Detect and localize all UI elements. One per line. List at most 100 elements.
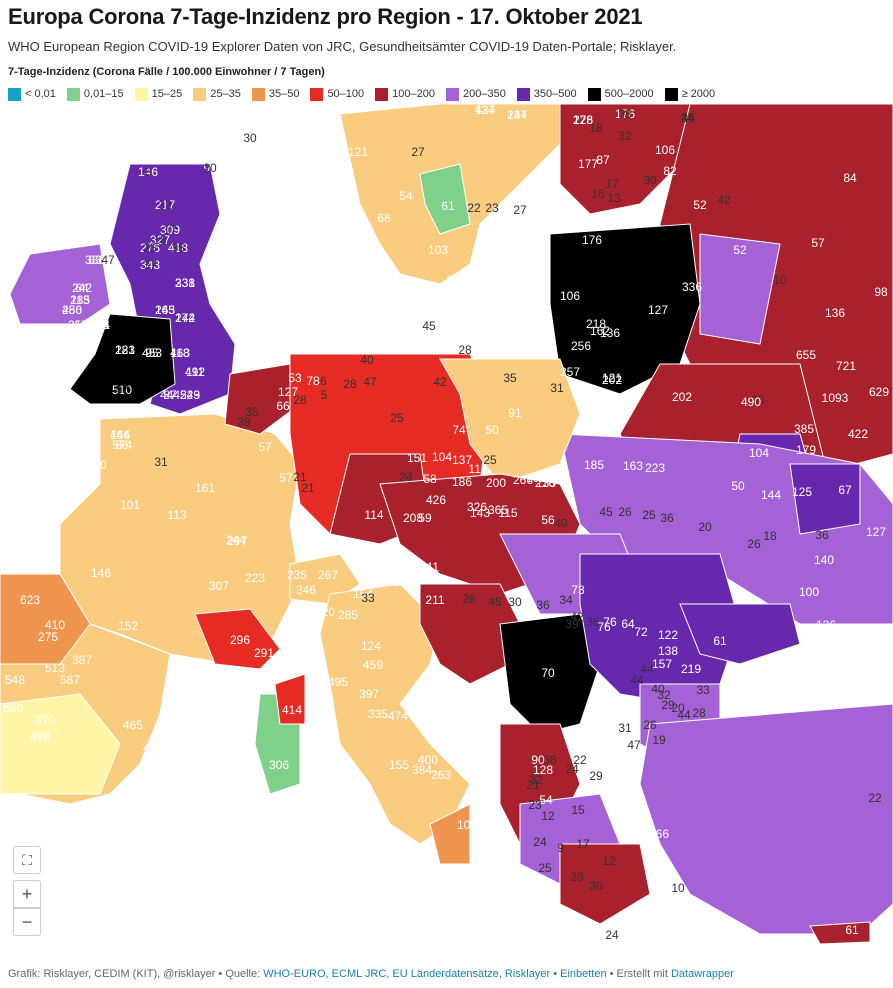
region-value-label: 70 — [541, 666, 555, 680]
region-value-label: 235 — [287, 568, 307, 582]
region-value-label: 127 — [278, 385, 298, 399]
region-value-label: 23 — [528, 798, 542, 812]
region-value-label: 27 — [513, 203, 527, 217]
map-region[interactable] — [559, 843, 651, 925]
region-value-label: 57 — [811, 236, 825, 250]
legend-swatch — [8, 87, 21, 101]
region-value-label: 466 — [110, 428, 130, 442]
zoom-in-button[interactable]: + — [13, 880, 41, 908]
map-region[interactable] — [559, 104, 701, 215]
region-value-label: 20 — [698, 520, 712, 534]
region-value-label: 59 — [493, 213, 507, 227]
map-region[interactable] — [0, 573, 91, 665]
map-region[interactable] — [499, 613, 601, 735]
region-value-label: 218 — [586, 317, 606, 331]
region-value-label: 50 — [731, 479, 745, 493]
map-region[interactable] — [809, 921, 871, 945]
region-value-label: 32 — [158, 198, 172, 212]
region-value-label: 9 — [558, 841, 565, 855]
region-value-label: 459 — [363, 658, 383, 672]
region-value-label: 346 — [296, 583, 316, 597]
region-value-label: 420 — [315, 605, 335, 619]
region-value-label: 655 — [796, 348, 816, 362]
map-region[interactable] — [699, 233, 781, 345]
footer: Grafik: Risklayer, CEDIM (KIT), @risklay… — [8, 968, 734, 980]
region-value-label: 223 — [645, 461, 665, 475]
map-region[interactable] — [9, 243, 111, 325]
region-value-label: 166 — [649, 827, 669, 841]
legend-swatch — [664, 87, 678, 101]
region-value-label: 121 — [602, 371, 622, 385]
region-value-label: 47 — [627, 738, 641, 752]
region-value-label: 16 — [313, 374, 327, 388]
map-region[interactable] — [274, 673, 306, 725]
region-value-label: 285 — [338, 608, 358, 622]
region-value-label: 10 — [773, 273, 787, 287]
region-value-label: 68 — [377, 211, 391, 225]
region-value-label: 33 — [696, 683, 710, 697]
region-value-label: 113 — [335, 198, 354, 212]
legend-item: < 0,01 — [8, 87, 56, 101]
region-value-label: 82 — [663, 164, 677, 178]
embed-link[interactable]: Einbetten — [560, 968, 607, 980]
legend: < 0,01 0,01–15 15–25 25–35 35–50 50–100 100–20… — [8, 86, 726, 102]
region-value-label: 387 — [72, 653, 92, 667]
map-region[interactable] — [789, 463, 861, 535]
region-value-label: 176 — [446, 288, 466, 302]
region-value-label: 36 — [536, 598, 550, 612]
region-value-label: 56 — [541, 513, 555, 527]
zoom-out-button[interactable]: − — [13, 908, 41, 936]
map-area[interactable]: 86 95 146 217 309 327 276 418 343 303 334 242 285 480… — [0, 104, 893, 960]
region-value-label: 157 — [652, 657, 672, 671]
datawrapper-link[interactable]: Datawrapper — [670, 968, 734, 980]
map-region[interactable] — [419, 163, 471, 235]
region-value-label: 142 — [389, 845, 409, 859]
region-value-label: 154 — [353, 587, 373, 601]
region-value-label: 437 — [475, 104, 495, 117]
map-region[interactable] — [439, 358, 581, 485]
fullscreen-button[interactable]: ⛶ — [13, 846, 41, 874]
region-value-label: 124 — [475, 104, 495, 117]
region-value-label: 103 — [428, 243, 448, 257]
region-value-label: 334 — [85, 253, 105, 267]
map-region[interactable] — [0, 693, 121, 795]
region-value-label: 23 — [570, 870, 584, 884]
region-value-label: 532 — [370, 268, 390, 282]
region-value-label: 326 — [467, 500, 487, 514]
legend-item: 200–350 — [445, 87, 506, 101]
region-value-label: 335 — [368, 707, 388, 721]
map-region[interactable] — [194, 608, 281, 670]
region-value-label: 474 — [388, 709, 408, 723]
region-value-label: 245 — [155, 303, 175, 317]
map-region[interactable] — [419, 583, 521, 685]
region-value-label: 162 — [590, 324, 610, 338]
region-value-label: 124 — [361, 639, 381, 653]
region-value-label: 136 — [600, 326, 620, 340]
region-value-label: 31 — [154, 455, 168, 469]
region-value-label: 35 — [245, 405, 259, 419]
region-value-label: 146 — [91, 566, 111, 580]
region-value-label: 228 — [573, 113, 593, 127]
region-value-label: 73 — [571, 583, 585, 597]
region-value-label: 22 — [573, 753, 587, 767]
region-value-label: 296 — [230, 633, 250, 647]
map-region[interactable] — [224, 363, 301, 435]
region-value-label: 30 — [643, 173, 657, 187]
map-region[interactable] — [549, 223, 701, 395]
region-value-label: 238 — [175, 276, 195, 290]
map-region[interactable] — [69, 313, 176, 405]
region-value-label: 38 — [618, 107, 632, 121]
region-value-label: 44 — [640, 662, 654, 676]
sources-link[interactable]: WHO-EURO, ECML JRC, EU Länderdatensätze,… — [263, 968, 551, 980]
region-value-label: 35 — [751, 393, 765, 407]
map-region[interactable] — [679, 603, 801, 665]
map-region[interactable] — [429, 803, 471, 865]
legend-swatch — [445, 87, 459, 101]
map-region[interactable] — [639, 703, 893, 935]
region-value-label: 202 — [672, 390, 692, 404]
legend-swatch — [193, 87, 207, 101]
map-region[interactable] — [109, 163, 236, 415]
region-value-label: 115 — [498, 506, 517, 520]
region-value-label: 297 — [227, 534, 247, 548]
